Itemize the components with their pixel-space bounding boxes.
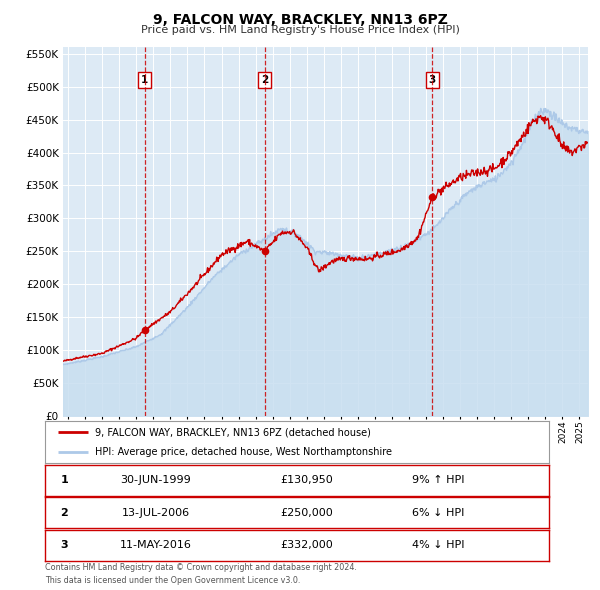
Text: 3: 3 xyxy=(61,540,68,550)
Text: 1: 1 xyxy=(141,76,148,86)
Text: 11-MAY-2016: 11-MAY-2016 xyxy=(120,540,192,550)
Text: £130,950: £130,950 xyxy=(281,476,334,485)
Text: 9, FALCON WAY, BRACKLEY, NN13 6PZ (detached house): 9, FALCON WAY, BRACKLEY, NN13 6PZ (detac… xyxy=(95,427,371,437)
Text: 9% ↑ HPI: 9% ↑ HPI xyxy=(412,476,464,485)
Text: 13-JUL-2006: 13-JUL-2006 xyxy=(122,508,190,517)
Text: 2: 2 xyxy=(261,76,268,86)
Text: Price paid vs. HM Land Registry's House Price Index (HPI): Price paid vs. HM Land Registry's House … xyxy=(140,25,460,35)
Text: 2: 2 xyxy=(60,508,68,517)
Text: This data is licensed under the Open Government Licence v3.0.: This data is licensed under the Open Gov… xyxy=(45,576,301,585)
Text: 9, FALCON WAY, BRACKLEY, NN13 6PZ: 9, FALCON WAY, BRACKLEY, NN13 6PZ xyxy=(152,13,448,27)
Text: 30-JUN-1999: 30-JUN-1999 xyxy=(121,476,191,485)
Text: 1: 1 xyxy=(60,476,68,485)
Text: 3: 3 xyxy=(428,76,436,86)
Text: £250,000: £250,000 xyxy=(281,508,334,517)
Text: £332,000: £332,000 xyxy=(281,540,334,550)
Text: HPI: Average price, detached house, West Northamptonshire: HPI: Average price, detached house, West… xyxy=(95,447,392,457)
Text: Contains HM Land Registry data © Crown copyright and database right 2024.: Contains HM Land Registry data © Crown c… xyxy=(45,563,357,572)
Text: 4% ↓ HPI: 4% ↓ HPI xyxy=(412,540,464,550)
Text: 6% ↓ HPI: 6% ↓ HPI xyxy=(412,508,464,517)
